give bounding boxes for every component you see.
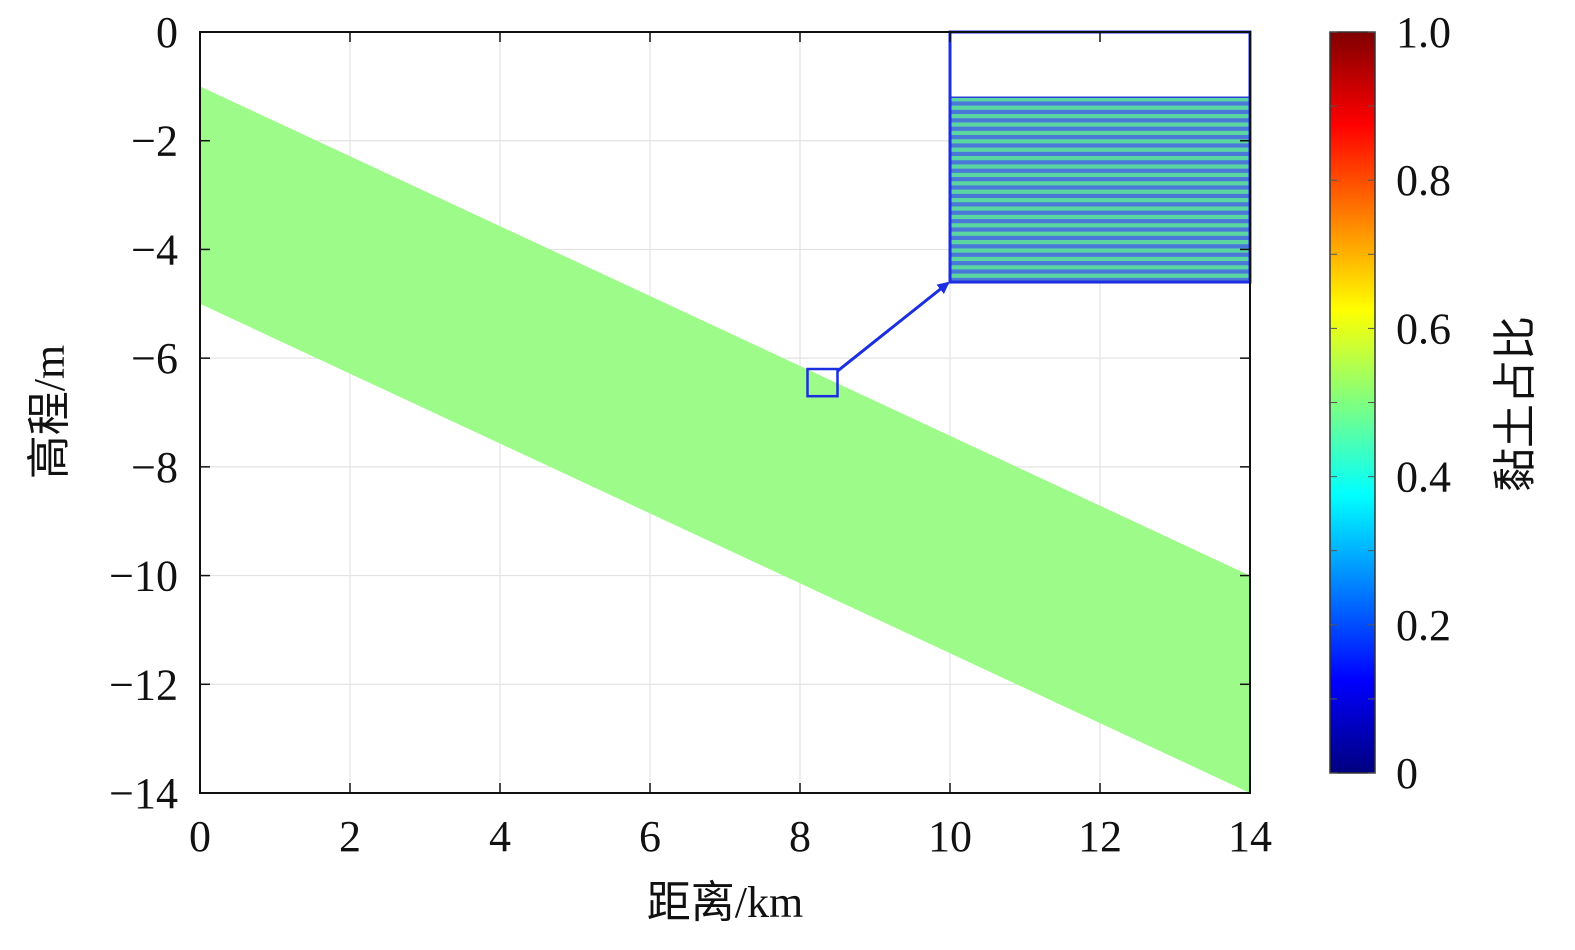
inset-stripe: [950, 261, 1250, 266]
y-tick-label: −12: [109, 660, 178, 709]
inset-stripes: [950, 97, 1250, 283]
zoom-annotation-group: [806, 281, 950, 398]
x-tick-label: 12: [1078, 812, 1122, 861]
y-tick-label: 0: [156, 8, 178, 57]
inset-stripe: [950, 135, 1250, 140]
x-tick-label: 8: [789, 812, 811, 861]
inset-stripe: [950, 172, 1250, 178]
y-tick-label: −6: [131, 334, 178, 383]
zoom-inset-group: [948, 30, 1252, 284]
inset-stripe: [950, 273, 1250, 279]
inset-stripe: [950, 130, 1250, 136]
inset-stripe: [950, 223, 1250, 228]
inset-stripe: [950, 277, 1250, 283]
inset-stripe: [950, 114, 1250, 119]
inset-stripe: [950, 189, 1250, 195]
colorbar-tick-label: 0.4: [1396, 453, 1451, 502]
inset-stripe: [950, 151, 1250, 157]
colorbar-tick-label: 1.0: [1396, 8, 1451, 57]
colorbar-tick-label: 0.6: [1396, 304, 1451, 353]
inset-stripe: [950, 147, 1250, 153]
colorbar-tick-label: 0: [1396, 749, 1418, 798]
inset-stripe: [950, 210, 1250, 216]
inset-stripe: [950, 219, 1250, 224]
colorbar-label: 黏土占比: [1491, 316, 1540, 492]
inset-stripe: [950, 109, 1250, 115]
colorbar-scale: [1329, 31, 1376, 774]
inset-stripe: [950, 240, 1250, 245]
y-tick-label: −4: [131, 225, 178, 274]
inset-stripe: [950, 185, 1250, 190]
colorbar-tick-label: 0.8: [1396, 156, 1451, 205]
x-tick-label: 2: [339, 812, 361, 861]
inset-stripe: [950, 177, 1250, 182]
clay-layer-band: [200, 86, 1250, 793]
inset-stripe: [950, 126, 1250, 132]
inset-stripe: [950, 160, 1250, 165]
x-tick-label: 6: [639, 812, 661, 861]
colorbar-tick-label: 0.2: [1396, 601, 1451, 650]
x-tick-label: 4: [489, 812, 511, 861]
inset-stripe: [950, 198, 1250, 203]
inset-stripe: [950, 156, 1250, 161]
inset-stripe: [950, 143, 1250, 148]
x-tick-label: 0: [189, 812, 211, 861]
plot-frame: [199, 31, 1251, 794]
inset-stripe: [950, 202, 1250, 207]
inset-stripe: [950, 139, 1250, 144]
inset-stripe: [950, 164, 1250, 169]
y-tick-label: −8: [131, 443, 178, 492]
inset-stripe: [950, 252, 1250, 258]
inset-stripe: [950, 227, 1250, 232]
y-tick-label: −14: [109, 769, 178, 818]
y-tick-label: −10: [109, 552, 178, 601]
x-axis-label: 距离/km: [647, 878, 803, 927]
zoom-source-box: [806, 367, 839, 398]
inset-stripe: [950, 118, 1250, 123]
inset-stripe: [950, 269, 1250, 274]
inset-stripe: [950, 244, 1250, 249]
x-axis-ticks: 0 2 4 6 8 10 12 14: [189, 32, 1272, 861]
inset-stripe: [950, 168, 1250, 174]
inset-stripe: [950, 122, 1250, 127]
inset-stripe: [950, 248, 1250, 253]
clay-layer-group: [200, 86, 1250, 793]
y-tick-label: −2: [131, 117, 178, 166]
inset-stripe: [950, 265, 1250, 270]
inset-stripe: [950, 231, 1250, 237]
inset-stripe: [950, 193, 1250, 199]
inset-stripe: [950, 206, 1250, 211]
inset-stripe: [950, 235, 1250, 241]
inset-stripe: [950, 181, 1250, 186]
inset-stripe: [950, 101, 1250, 106]
y-axis-label: 高程/m: [25, 345, 74, 479]
colorbar-ticks: 0 0.2 0.4 0.6 0.8 1.0: [1330, 8, 1451, 798]
inset-stripe: [950, 105, 1250, 111]
y-axis-ticks: 0 −2 −4 −6 −8 −10 −12 −14: [109, 8, 1250, 818]
x-tick-label: 14: [1228, 812, 1272, 861]
inset-stripe: [950, 97, 1250, 102]
x-tick-label: 10: [928, 812, 972, 861]
inset-stripe: [950, 256, 1250, 262]
zoom-arrow: [836, 281, 950, 373]
inset-stripe: [950, 214, 1250, 220]
